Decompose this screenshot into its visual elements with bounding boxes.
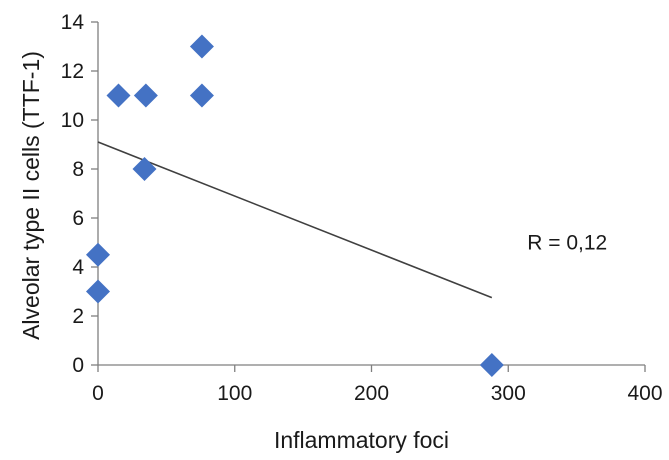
x-axis-title: Inflammatory foci xyxy=(274,427,449,453)
y-tick-label: 4 xyxy=(72,256,84,279)
y-axis-title: Alveolar type II cells (TTF-1) xyxy=(18,51,44,340)
x-tick-label: 100 xyxy=(217,382,252,405)
y-tick-label: 10 xyxy=(61,109,84,132)
x-tick-label: 200 xyxy=(354,382,389,405)
labels-layer: Inflammatory foci Alveolar type II cells… xyxy=(18,51,607,453)
x-tick-label: 0 xyxy=(92,382,104,405)
trendline-layer xyxy=(97,141,493,299)
x-tick-label: 400 xyxy=(627,382,662,405)
data-point xyxy=(86,242,110,267)
correlation-annotation: R = 0,12 xyxy=(527,232,607,255)
y-tick-label: 0 xyxy=(72,354,84,377)
y-tick-label: 12 xyxy=(61,60,84,83)
x-tick-label: 300 xyxy=(491,382,526,405)
data-point xyxy=(133,83,158,108)
data-point xyxy=(132,157,157,181)
trendline xyxy=(97,141,493,299)
y-tick-label: 2 xyxy=(72,305,84,328)
y-tick-label: 6 xyxy=(72,207,84,230)
data-point xyxy=(189,83,214,108)
y-tick-label: 8 xyxy=(72,158,84,181)
data-point xyxy=(479,353,504,377)
data-point xyxy=(106,83,131,108)
axes-layer: 0 2 4 6 8 10 12 14 0 100 200 300 400 xyxy=(61,11,663,405)
data-point xyxy=(189,34,214,59)
y-tick-label: 14 xyxy=(61,11,85,34)
data-point xyxy=(86,279,110,304)
data-points-layer xyxy=(86,34,504,377)
